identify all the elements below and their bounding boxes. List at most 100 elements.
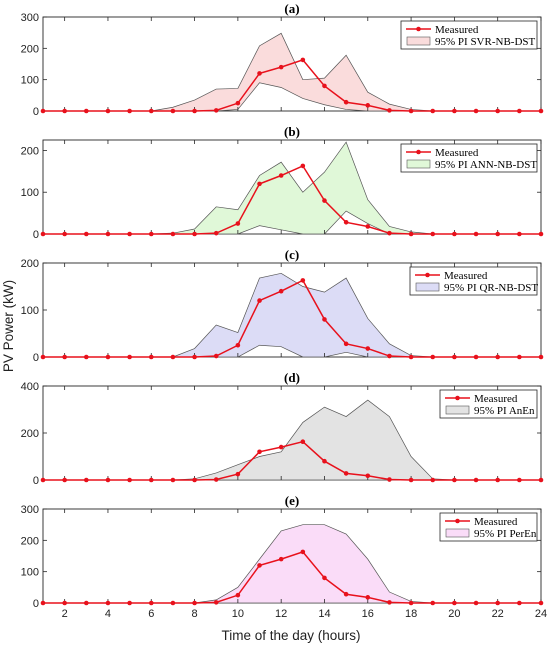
measured-point	[495, 600, 500, 606]
x-tick-label: 4	[105, 608, 111, 620]
legend-label-interval: 95% PI QR-NB-DST	[444, 282, 538, 294]
x-tick-label: 14	[318, 608, 330, 620]
x-tick-label: 2	[62, 608, 68, 620]
measured-point	[365, 473, 371, 479]
measured-point	[322, 317, 327, 322]
measured-line	[43, 164, 541, 235]
x-tick-label: 8	[192, 608, 198, 620]
measured-point	[495, 108, 500, 114]
measured-point	[452, 108, 457, 114]
measured-point	[127, 231, 132, 237]
measured-point	[213, 108, 219, 113]
measured-point	[278, 444, 284, 450]
measured-point	[495, 231, 500, 237]
measured-point	[148, 354, 154, 360]
measured-line	[43, 279, 541, 358]
measured-point	[105, 600, 111, 606]
measured-point	[343, 99, 349, 105]
measured-point	[322, 83, 327, 89]
measured-point	[40, 600, 46, 606]
measured-point	[495, 477, 500, 483]
measured-point	[408, 600, 414, 606]
measured-point	[127, 600, 132, 606]
measured-point	[170, 477, 176, 483]
measured-point	[127, 354, 132, 360]
measured-point	[430, 108, 436, 114]
measured-point	[473, 354, 479, 360]
legend-interval-swatch	[445, 528, 470, 538]
legend-label-measured: Measured	[435, 147, 479, 159]
measured-point	[452, 477, 457, 483]
measured-point	[257, 563, 262, 568]
panel-title: (a)	[284, 1, 299, 16]
legend-measured-marker	[416, 149, 421, 155]
measured-point	[322, 458, 327, 464]
y-tick-label: 0	[33, 475, 39, 487]
chart-panel: (e)2 4 6 8 10 12 14 16 18 20 22 240100200300Measure…	[21, 493, 547, 620]
measured-point	[430, 477, 436, 483]
x-tick-label: 24	[535, 608, 547, 620]
measured-point	[517, 477, 522, 483]
measured-point	[170, 108, 176, 114]
x-tick-label: 12	[275, 608, 287, 620]
legend-label-measured: Measured	[444, 270, 488, 282]
measured-point	[40, 108, 46, 114]
measured-point	[257, 71, 262, 76]
y-tick-label: 200	[21, 535, 39, 547]
legend-label-measured: Measured	[474, 393, 518, 405]
legend-label-interval: 95% PI PerEn	[474, 528, 537, 540]
y-tick-label: 300	[21, 504, 39, 516]
measured-point	[517, 354, 522, 360]
measured-point	[322, 575, 327, 581]
panel-title: (d)	[284, 370, 300, 385]
measured-point	[148, 477, 154, 483]
measured-point	[408, 354, 414, 360]
measured-point	[84, 354, 89, 360]
measured-point	[517, 600, 522, 606]
panel-title: (c)	[285, 247, 299, 262]
measured-point	[148, 108, 154, 114]
measured-point	[235, 471, 241, 477]
y-tick-label: 200	[21, 428, 39, 440]
measured-point	[235, 342, 241, 348]
measured-point	[278, 556, 284, 562]
x-tick-label: 22	[492, 608, 504, 620]
measured-line	[43, 440, 541, 481]
y-tick-label: 0	[33, 598, 39, 610]
measured-point	[192, 600, 197, 606]
measured-point	[452, 354, 457, 360]
y-tick-label: 400	[21, 381, 39, 393]
legend-label-interval: 95% PI ANN-NB-DST	[435, 159, 537, 171]
measured-point	[213, 600, 219, 605]
measured-point	[365, 224, 371, 229]
measured-point	[40, 477, 46, 483]
measured-point	[127, 108, 132, 114]
measured-point	[538, 231, 544, 237]
measured-point	[278, 64, 284, 70]
measured-point	[213, 477, 219, 482]
measured-point	[300, 278, 306, 283]
measured-point	[495, 354, 500, 360]
measured-point	[365, 595, 371, 600]
measured-point	[62, 108, 67, 114]
measured-point	[387, 108, 392, 113]
y-tick-label: 200	[21, 258, 39, 270]
y-axis-title: PV Power (kW)	[1, 280, 16, 372]
measured-point	[62, 477, 67, 483]
measured-point	[473, 477, 479, 483]
legend-interval-swatch	[406, 36, 431, 46]
measured-point	[192, 108, 197, 114]
x-tick-label: 10	[232, 608, 244, 620]
y-tick-label: 100	[21, 567, 39, 579]
measured-line	[43, 59, 541, 112]
panel-title: (b)	[284, 124, 300, 139]
y-tick-label: 0	[33, 229, 39, 241]
measured-point	[192, 354, 197, 360]
panel-title: (e)	[285, 493, 299, 508]
measured-point	[343, 471, 349, 476]
measured-point	[62, 354, 67, 360]
